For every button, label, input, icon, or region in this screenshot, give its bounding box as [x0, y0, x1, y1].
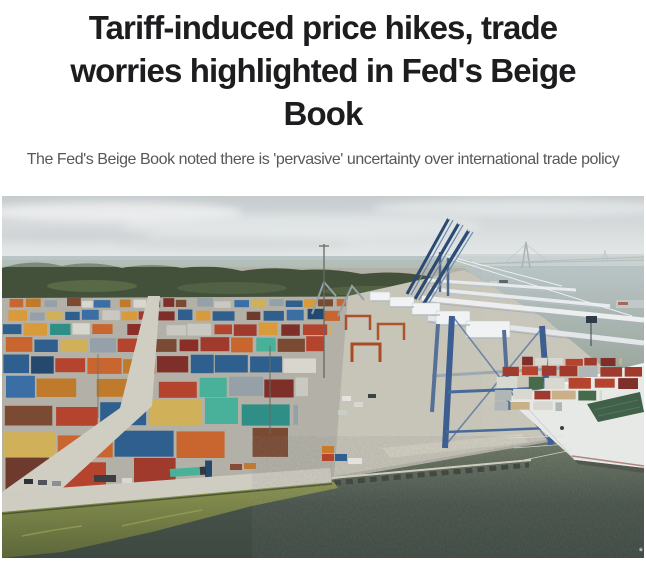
article-subheadline: The Fed's Beige Book noted there is 'per… [26, 151, 620, 168]
container-ship [494, 356, 644, 473]
corner-watermark: * [638, 546, 643, 558]
vehicles [24, 394, 376, 486]
gantry-cranes [369, 216, 644, 449]
article-headline: Tariff-induced price hikes, trade worrie… [14, 6, 632, 135]
headline-line: Tariff-induced price hikes, trade [88, 9, 558, 46]
container-yard [2, 297, 346, 492]
article-page: Tariff-induced price hikes, trade worrie… [0, 6, 646, 564]
headline-line: Book [283, 95, 364, 132]
headline-line: worries highlighted in Fed's Beige [70, 52, 576, 89]
article-photo: * [2, 196, 644, 558]
yard-equipment [97, 244, 406, 434]
port-photo-art [2, 196, 644, 558]
yard-roads [2, 296, 332, 514]
ship-deck-containers [494, 356, 642, 411]
